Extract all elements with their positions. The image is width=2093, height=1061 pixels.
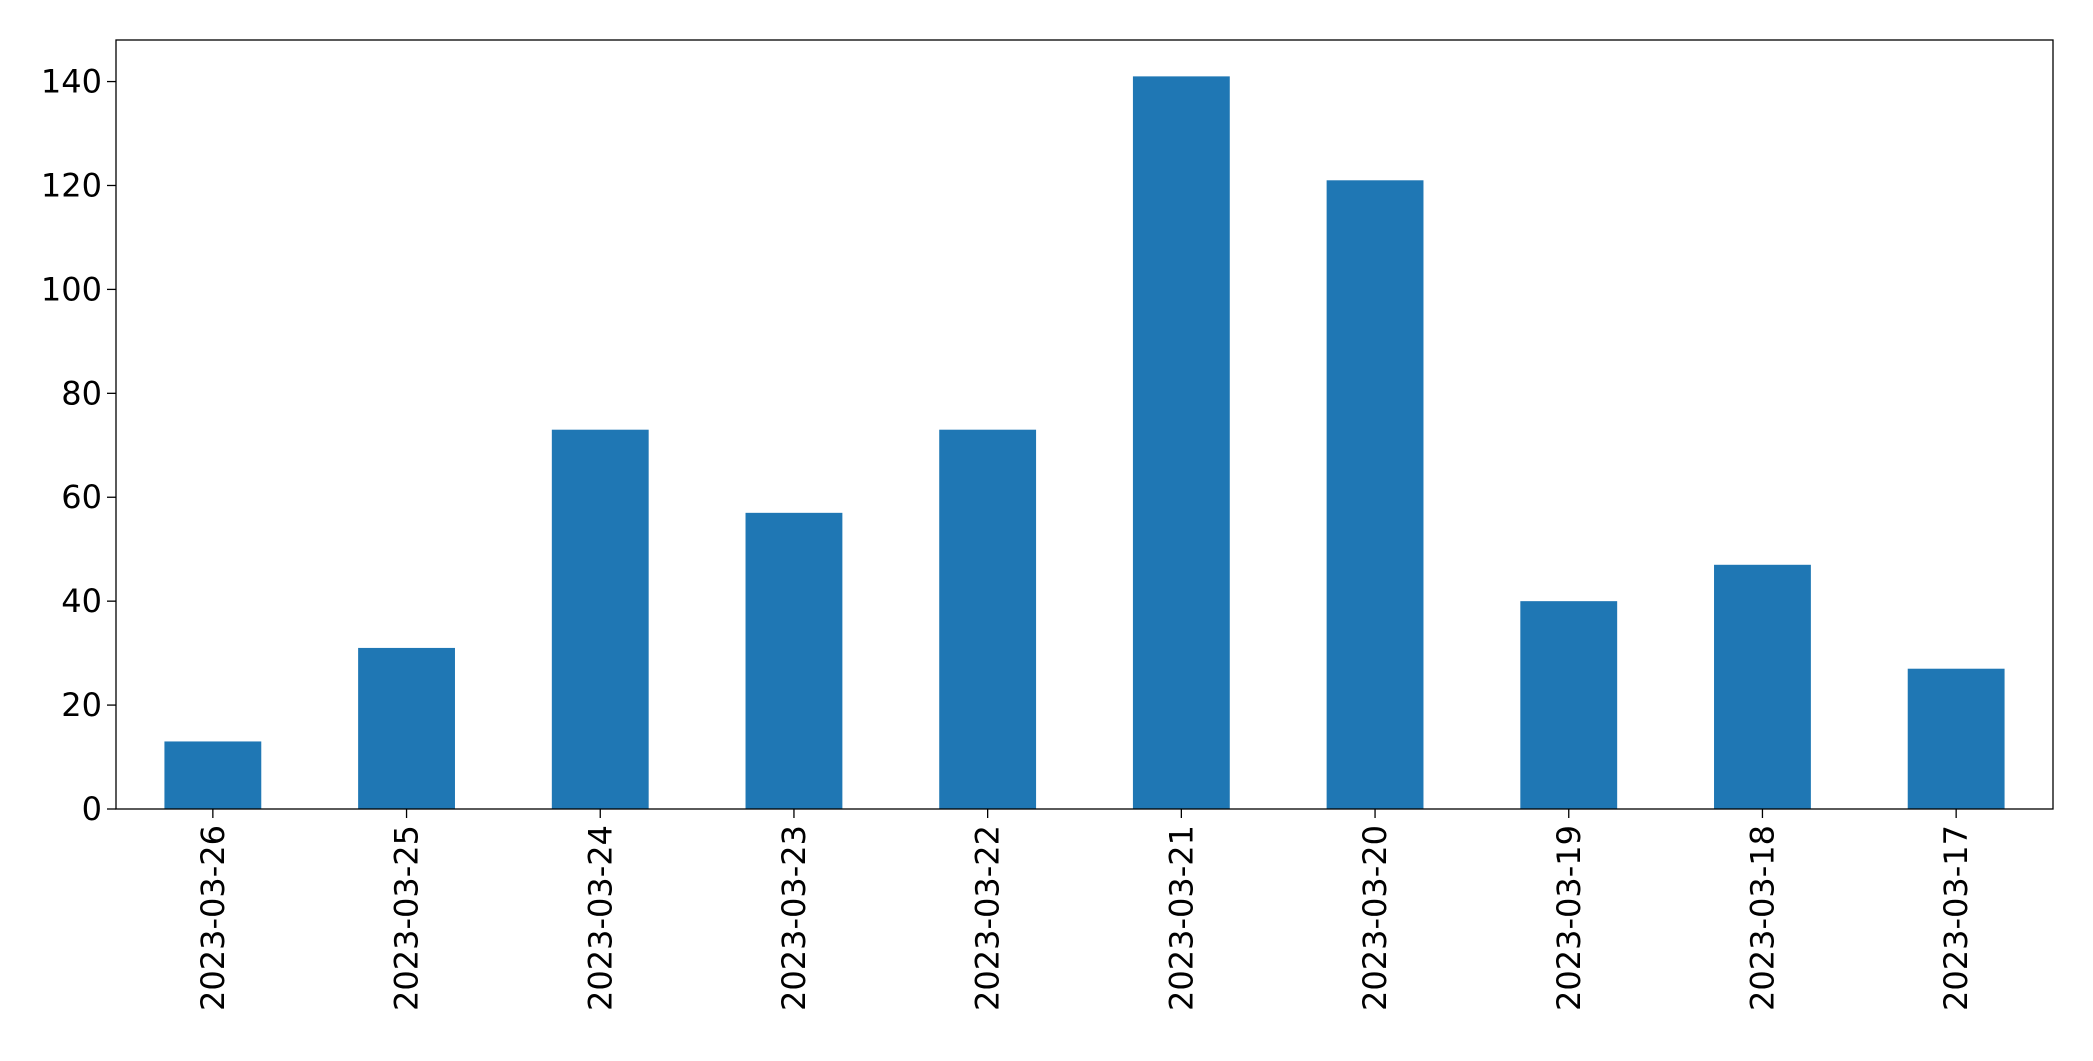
bar <box>164 741 262 809</box>
plot-frame <box>115 39 2054 810</box>
y-tick-label: 100 <box>41 270 102 308</box>
bar <box>939 429 1037 809</box>
x-tick-label: 2023-03-25 <box>388 825 426 1011</box>
x-tick-label: 2023-03-18 <box>1743 825 1781 1011</box>
bar <box>1520 601 1618 809</box>
y-tick-label: 20 <box>61 686 102 724</box>
x-tick-label: 2023-03-21 <box>1162 825 1200 1011</box>
bar <box>1326 180 1424 810</box>
x-tick-label: 2023-03-20 <box>1356 825 1394 1011</box>
bar <box>1132 76 1230 809</box>
y-tick-label: 120 <box>41 166 102 204</box>
y-tick-label: 140 <box>41 63 102 101</box>
bar <box>745 512 843 809</box>
x-tick-label: 2023-03-24 <box>581 825 619 1011</box>
x-tick-label: 2023-03-26 <box>194 825 232 1011</box>
y-tick-label: 80 <box>61 374 102 412</box>
bar <box>1907 668 2005 809</box>
y-tick-label: 60 <box>61 478 102 516</box>
x-tick-label: 2023-03-23 <box>775 825 813 1011</box>
x-tick-label: 2023-03-17 <box>1937 825 1975 1011</box>
bar <box>358 647 455 809</box>
bar <box>1714 564 1811 809</box>
y-tick-label: 40 <box>61 582 102 620</box>
x-tick-label: 2023-03-22 <box>969 825 1007 1011</box>
y-tick-label: 0 <box>82 790 102 828</box>
x-tick-label: 2023-03-19 <box>1550 825 1588 1011</box>
bar <box>551 429 649 809</box>
